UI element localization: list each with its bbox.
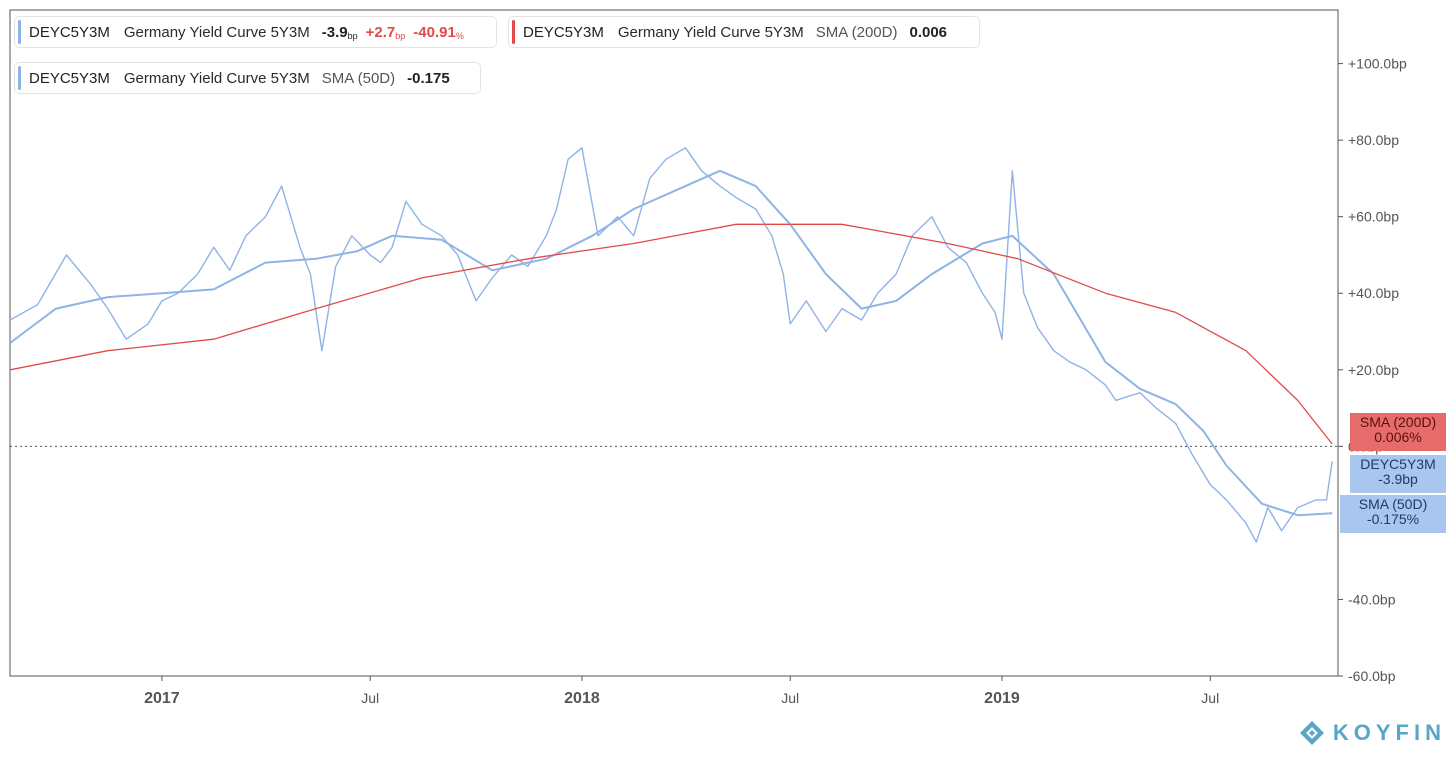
- legend-sma-50[interactable]: DEYC5Y3M Germany Yield Curve 5Y3M SMA (5…: [14, 62, 481, 94]
- price-tag-sma-200: SMA (200D) 0.006%: [1350, 413, 1446, 451]
- y-tick-label: -40.0bp: [1348, 591, 1396, 607]
- price-tag-sma-50: SMA (50D) -0.175%: [1340, 495, 1446, 533]
- series-line-sma-50d: [9, 169, 1333, 517]
- x-tick-label: 2018: [564, 690, 600, 707]
- tag-value: 0.006%: [1374, 429, 1422, 445]
- tag-value: -0.175%: [1366, 511, 1420, 527]
- y-tick-label: +40.0bp: [1348, 285, 1399, 301]
- series-line-deyc5y3m: [9, 147, 1333, 543]
- legend-name: Germany Yield Curve 5Y3M: [617, 23, 804, 41]
- koyfin-logo: KOYFIN: [1299, 720, 1446, 746]
- x-tick-label: Jul: [361, 690, 379, 706]
- tag-label: SMA (50D): [1358, 496, 1428, 512]
- x-tick-label: Jul: [1201, 690, 1219, 706]
- legend-change: +2.7bp: [365, 23, 406, 41]
- legend-name: Germany Yield Curve 5Y3M: [123, 69, 310, 87]
- plot-frame: [9, 9, 1339, 677]
- x-tick-label: Jul: [781, 690, 799, 706]
- x-tick-label: 2019: [984, 690, 1020, 707]
- x-tick-label: 2017: [144, 690, 180, 707]
- legend-main-series[interactable]: DEYC5Y3M Germany Yield Curve 5Y3M -3.9bp…: [14, 16, 497, 48]
- legend-value: -3.9bp: [321, 23, 358, 41]
- series-line-sma-200d: [9, 223, 1333, 445]
- tag-label: SMA (200D): [1359, 414, 1437, 430]
- legend-symbol: DEYC5Y3M: [29, 69, 110, 87]
- legend-symbol: DEYC5Y3M: [29, 23, 110, 41]
- tag-label: DEYC5Y3M: [1360, 456, 1436, 472]
- series-color-swatch: [18, 20, 21, 44]
- y-tick-label: +60.0bp: [1348, 209, 1399, 225]
- legend-value: -0.175: [407, 69, 450, 87]
- y-tick-label: +20.0bp: [1348, 362, 1399, 378]
- legend-value: 0.006: [909, 23, 948, 41]
- legend-symbol: DEYC5Y3M: [523, 23, 604, 41]
- y-tick-label: +80.0bp: [1348, 132, 1399, 148]
- legend-change-pct: -40.91%: [413, 23, 464, 41]
- y-tick-label: +100.0bp: [1348, 56, 1407, 72]
- logo-text: KOYFIN: [1332, 720, 1446, 745]
- price-tag-series: DEYC5Y3M -3.9bp: [1350, 455, 1446, 493]
- legend-sma-200[interactable]: DEYC5Y3M Germany Yield Curve 5Y3M SMA (2…: [508, 16, 980, 48]
- series-color-swatch: [512, 20, 515, 44]
- legend-indicator: SMA (200D): [815, 23, 898, 41]
- legend-name: Germany Yield Curve 5Y3M: [123, 23, 310, 41]
- tag-value: -3.9bp: [1378, 471, 1418, 487]
- series-color-swatch: [18, 66, 21, 90]
- koyfin-diamond-icon: [1299, 721, 1324, 745]
- y-tick-label: -60.0bp: [1348, 668, 1396, 684]
- legend-indicator: SMA (50D): [321, 69, 396, 87]
